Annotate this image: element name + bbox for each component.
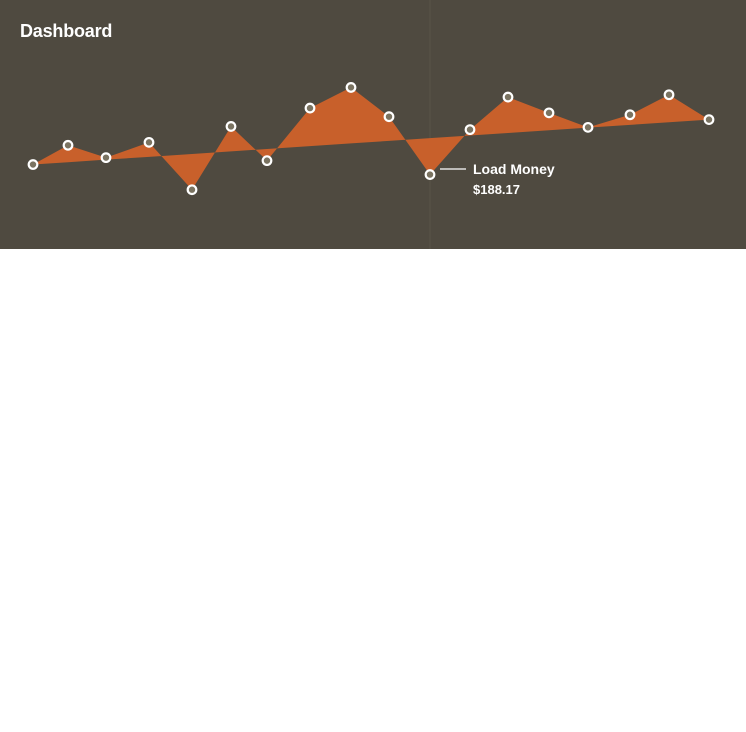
area-segment bbox=[267, 108, 310, 161]
area-chart bbox=[27, 0, 715, 249]
data-point[interactable] bbox=[100, 152, 112, 164]
data-point[interactable] bbox=[464, 124, 476, 136]
data-point[interactable] bbox=[143, 136, 155, 148]
data-point[interactable] bbox=[543, 107, 555, 119]
data-point[interactable] bbox=[383, 111, 395, 123]
area-segment bbox=[192, 126, 231, 190]
point-layer bbox=[27, 82, 715, 196]
dashboard-panel: Dashboard Load Money $188.17 bbox=[0, 0, 746, 249]
area-segment bbox=[669, 94, 709, 123]
tooltip-value: $188.17 bbox=[473, 182, 520, 197]
area-segment bbox=[588, 114, 630, 128]
data-point[interactable] bbox=[703, 114, 715, 126]
data-point[interactable] bbox=[624, 109, 636, 121]
area-segment bbox=[351, 87, 389, 144]
data-point[interactable] bbox=[62, 139, 74, 151]
data-point[interactable] bbox=[663, 89, 675, 101]
data-point[interactable] bbox=[225, 121, 237, 132]
data-point[interactable] bbox=[186, 184, 198, 196]
area-segment bbox=[389, 116, 430, 175]
data-point[interactable] bbox=[304, 102, 316, 114]
area-segment bbox=[149, 142, 192, 190]
area-segment bbox=[33, 145, 68, 165]
area-layer bbox=[33, 87, 709, 190]
data-point[interactable] bbox=[502, 91, 514, 103]
data-point[interactable] bbox=[261, 155, 273, 167]
area-segment bbox=[430, 129, 470, 175]
area-segment bbox=[310, 87, 351, 147]
area-segment bbox=[508, 97, 549, 133]
area-segment bbox=[106, 142, 149, 160]
area-segment bbox=[68, 145, 106, 163]
area-segment bbox=[549, 112, 588, 131]
data-point[interactable] bbox=[582, 121, 594, 133]
area-segment bbox=[470, 97, 508, 136]
page-title: Dashboard bbox=[20, 21, 113, 41]
empty-content-area bbox=[0, 249, 746, 732]
area-segment bbox=[231, 126, 267, 161]
area-segment bbox=[630, 94, 669, 125]
tooltip-label: Load Money bbox=[473, 161, 555, 177]
data-point[interactable] bbox=[27, 159, 39, 170]
highlight-data-point[interactable] bbox=[424, 169, 436, 180]
data-point[interactable] bbox=[345, 82, 357, 93]
